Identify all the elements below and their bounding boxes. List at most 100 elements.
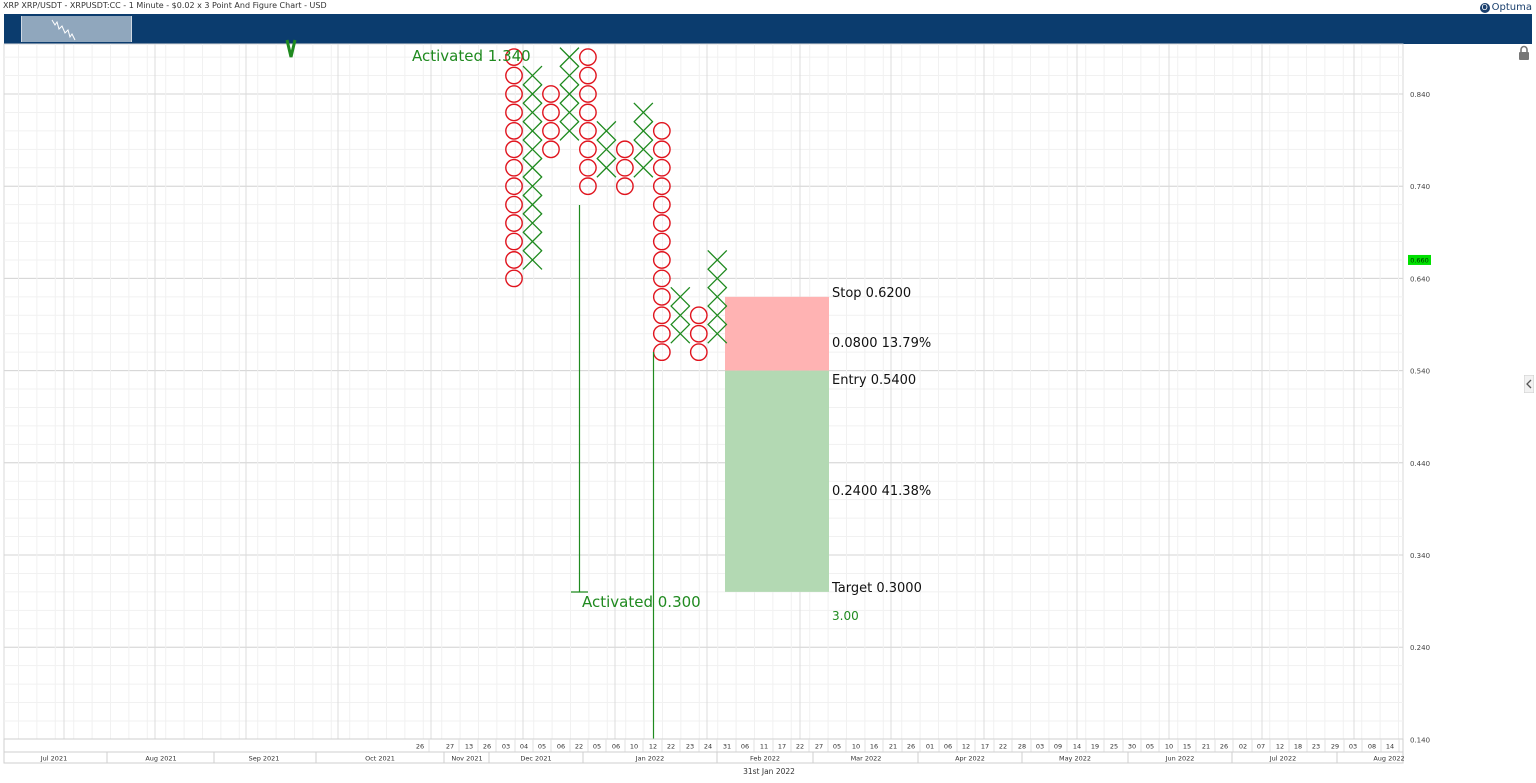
o-box [505,177,523,196]
current-price-label: 0.660 [1410,256,1429,264]
x-tick-day: 06 [612,743,620,751]
o-box [505,195,523,214]
x-tick-month: May 2022 [1059,755,1091,763]
o-box [505,158,523,177]
x-tick-day: 17 [981,743,989,751]
y-tick-label: 0.640 [1410,275,1430,283]
o-box [652,121,671,140]
x-tick-day: 05 [833,743,841,751]
risk-reward-ratio-label: 3.00 [832,609,859,623]
y-tick-label: 0.840 [1410,91,1430,99]
logo-mark-icon: O [1479,2,1490,13]
x-tick-day: 26 [416,743,424,751]
x-tick-day: 10 [1165,743,1173,751]
x-box [633,157,654,178]
x-tick-day: 21 [889,743,897,751]
target-label: Target 0.3000 [831,581,922,596]
risk-label: 0.0800 13.79% [832,336,931,351]
y-tick-label: 0.240 [1410,644,1430,652]
x-box [596,139,617,160]
x-tick-month: Aug 2021 [145,755,176,763]
y-tick-label: 0.740 [1410,183,1430,191]
x-tick-day: 05 [1146,743,1154,751]
y-tick-label: 0.140 [1410,736,1430,744]
x-box [559,47,580,68]
x-tick-day: 26 [907,743,915,751]
x-tick-day: 22 [575,743,583,751]
x-tick-day: 22 [667,743,675,751]
optuma-logo: O Optuma [1479,1,1532,14]
x-tick-month: Feb 2022 [750,755,780,763]
navigator-band[interactable] [4,14,1532,44]
x-tick-day: 03 [1036,743,1044,751]
x-tick-day: 28 [1018,743,1026,751]
x-tick-day: 01 [926,743,934,751]
x-box [707,286,728,307]
entry-label: Entry 0.5400 [832,373,916,388]
x-tick-month: Jul 2021 [40,755,67,763]
x-box [522,139,543,160]
collapse-panel-button[interactable] [1523,374,1535,394]
x-box [670,323,691,344]
x-tick-day: 16 [870,743,878,751]
o-box [542,103,560,122]
x-box [707,323,728,344]
x-box [522,120,543,141]
x-tick-day: 12 [649,743,657,751]
x-box [522,102,543,123]
x-tick-day: 12 [962,743,970,751]
x-tick-day: 06 [557,743,565,751]
x-tick-day: 27 [446,743,454,751]
o-box [652,306,671,325]
x-tick-month: Dec 2021 [520,755,551,763]
o-box [689,324,708,343]
x-box [522,213,543,234]
activated-1340-label: Activated 1.340 [412,47,531,65]
y-tick-label: 0.440 [1410,460,1430,468]
y-tick-label: 0.340 [1410,552,1430,560]
x-box [522,176,543,197]
o-box [505,140,523,159]
o-box [542,121,560,140]
o-box [689,343,708,362]
o-box [579,158,597,177]
chart-title: XRP XRP/USDT - XRPUSDT:CC - 1 Minute - $… [3,1,327,10]
x-box [522,194,543,215]
x-tick-day: 14 [1386,743,1394,751]
x-box [633,102,654,123]
x-tick-month: Jan 2022 [635,755,665,763]
x-tick-day: 13 [465,743,473,751]
activated-0300-label: Activated 0.300 [582,593,701,611]
x-box [522,250,543,270]
reward-label: 0.2400 41.38% [832,484,931,499]
x-box [559,65,580,86]
lock-button[interactable] [1517,45,1531,61]
x-tick-day: 09 [1054,743,1062,751]
navigator-window[interactable] [21,16,132,42]
o-box [579,103,597,122]
x-tick-day: 07 [1257,743,1265,751]
x-tick-month: Apr 2022 [955,755,985,763]
o-box [615,158,634,177]
x-tick-day: 05 [538,743,546,751]
x-tick-day: 30 [1128,743,1136,751]
x-tick-day: 10 [852,743,860,751]
x-tick-day: 03 [502,743,510,751]
o-box [579,85,597,103]
o-box [505,214,523,232]
x-box [559,84,580,104]
plot-area [3,43,1404,740]
target-zone [725,370,829,592]
x-tick-month: Jul 2022 [1269,755,1296,763]
o-box [579,121,597,140]
x-tick-day: 17 [778,743,786,751]
o-box [652,287,671,306]
x-axis-months-band [3,751,1404,764]
x-tick-day: 23 [1312,743,1320,751]
o-box [505,232,523,251]
o-box [652,158,671,177]
x-tick-day: 26 [483,743,491,751]
chevron-left-icon [1523,374,1535,394]
x-tick-day: 14 [1073,743,1081,751]
x-box [559,102,580,123]
